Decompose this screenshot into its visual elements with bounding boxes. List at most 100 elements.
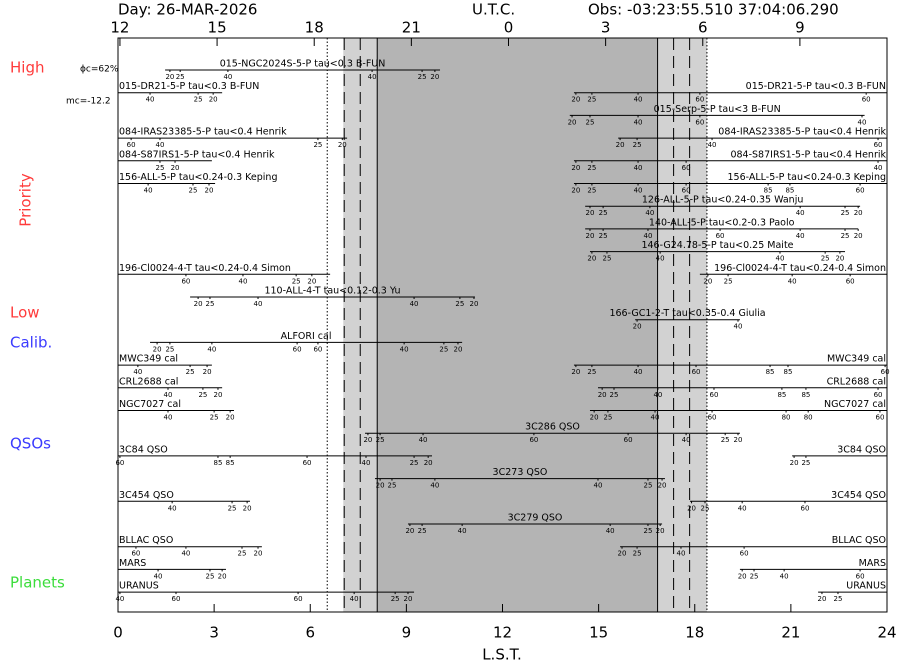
source-label: 3C84 QSO <box>837 444 886 455</box>
elevation-label: 25 <box>599 232 608 240</box>
source-label: 196-Cl0024-4-T tau<0.24-0.4 Simon <box>714 263 886 274</box>
elevation-label: 20 <box>203 368 212 376</box>
source-label: 3C279 QSO <box>508 513 563 524</box>
elevation-label: 20 <box>363 436 372 444</box>
elevation-label: 60 <box>881 368 890 376</box>
elevation-label: 40 <box>734 323 743 331</box>
source-label: 166-GC1-2-T tau<0.35-0.4 Giulia <box>609 308 765 319</box>
elevation-label: 40 <box>164 414 173 422</box>
elevation-label: 60 <box>624 436 633 444</box>
elevation-label: 25 <box>644 527 653 535</box>
source-label: 140-ALL-5-P tau<0.2-0.3 Paolo <box>649 217 795 228</box>
elevation-label: 60 <box>740 550 749 558</box>
elevation-label: 20 <box>656 527 665 535</box>
source-label: 084-IRAS23385-5-P tau<0.4 Henrik <box>718 127 886 138</box>
elevation-label: 25 <box>176 73 185 81</box>
elevation-label: 25 <box>801 459 810 467</box>
elevation-label: 60 <box>862 96 871 104</box>
elevation-label: 85 <box>764 187 773 195</box>
elevation-label: 20 <box>226 414 235 422</box>
elevation-label: 60 <box>115 459 124 467</box>
elevation-label: 40 <box>146 96 155 104</box>
elevation-label: 20 <box>598 391 607 399</box>
elevation-label: 25 <box>228 504 237 512</box>
elevation-label: 40 <box>362 459 371 467</box>
night-shade <box>377 38 658 612</box>
elevation-label: 60 <box>529 436 538 444</box>
elevation-label: 85 <box>777 391 786 399</box>
elevation-label: 25 <box>834 595 843 603</box>
x-tick-label: 15 <box>589 624 608 642</box>
elevation-label: 20 <box>633 323 642 331</box>
x2-tick-label: 3 <box>601 19 611 37</box>
elevation-label: 20 <box>571 96 580 104</box>
elevation-label: 25 <box>391 595 400 603</box>
elevation-label: 25 <box>238 550 247 558</box>
elevation-label: 40 <box>133 368 142 376</box>
x-tick-label: 3 <box>209 624 219 642</box>
elevation-label: 20 <box>209 96 218 104</box>
elevation-label: 25 <box>376 436 385 444</box>
elevation-label: 40 <box>677 550 686 558</box>
group-label: Calib. <box>10 334 52 352</box>
elevation-label: 60 <box>801 504 810 512</box>
elevation-label: 40 <box>634 118 643 126</box>
elevation-label: 60 <box>293 345 302 353</box>
elevation-label: 40 <box>796 209 805 217</box>
elevation-label: 25 <box>205 300 214 308</box>
x2-tick-label: 18 <box>305 19 324 37</box>
elevation-label: 85 <box>785 187 794 195</box>
elevation-label: 40 <box>368 73 377 81</box>
group-label: Planets <box>10 574 65 592</box>
elevation-label: 20 <box>194 300 203 308</box>
elevation-label: 40 <box>606 527 615 535</box>
elevation-label: 85 <box>766 368 775 376</box>
x2-tick-label: 12 <box>110 19 129 37</box>
group-label: Priority <box>17 173 35 227</box>
elevation-label: 20 <box>616 141 625 149</box>
x-tick-label: 24 <box>877 624 896 642</box>
elevation-label: 20 <box>470 300 479 308</box>
elevation-label: 40 <box>874 164 883 172</box>
elevation-label: 25 <box>439 345 448 353</box>
elevation-label: 40 <box>419 436 428 444</box>
elevation-label: 20 <box>171 164 180 172</box>
elevation-label: 20 <box>376 482 385 490</box>
elevation-label: 60 <box>692 368 701 376</box>
x-tick-label: 9 <box>402 624 412 642</box>
elevation-label: 25 <box>198 391 207 399</box>
source-label: 146-G24.78-5-P tau<0.25 Maite <box>641 240 793 251</box>
moon-magnitude: mc=-12.2 <box>66 97 111 107</box>
elevation-label: 40 <box>644 232 653 240</box>
elevation-label: 40 <box>144 187 153 195</box>
x2-tick-label: 0 <box>504 19 514 37</box>
elevation-label: 40 <box>207 345 216 353</box>
x-tick-label: 21 <box>781 624 800 642</box>
elevation-label: 60 <box>875 414 884 422</box>
elevation-label: 25 <box>165 345 174 353</box>
elevation-label: 60 <box>294 595 303 603</box>
source-label: 3C454 QSO <box>831 490 886 501</box>
elevation-label: 25 <box>701 504 710 512</box>
elevation-label: 40 <box>651 414 660 422</box>
elevation-label: 20 <box>587 255 596 263</box>
elevation-label: 40 <box>645 209 654 217</box>
source-label: 110-ALL-4-T tau<0.12-0.3 Yu <box>264 286 400 297</box>
elevation-label: 20 <box>568 118 577 126</box>
elevation-label: 20 <box>424 459 433 467</box>
elevation-label: 60 <box>682 187 691 195</box>
elevation-label: 60 <box>172 595 181 603</box>
utc-label: U.T.C. <box>472 1 515 19</box>
elevation-label: 25 <box>587 368 596 376</box>
elevation-label: 40 <box>634 164 643 172</box>
source-label: BLLAC QSO <box>119 535 173 546</box>
elevation-label: 60 <box>127 141 136 149</box>
elevation-label: 40 <box>634 187 643 195</box>
elevation-label: 25 <box>644 482 653 490</box>
elevation-label: 20 <box>405 527 414 535</box>
group-label: High <box>10 59 44 77</box>
elevation-label: 25 <box>724 277 733 285</box>
elevation-label: 25 <box>587 96 596 104</box>
elevation-label: 20 <box>307 277 316 285</box>
source-label: 3C273 QSO <box>493 467 548 478</box>
